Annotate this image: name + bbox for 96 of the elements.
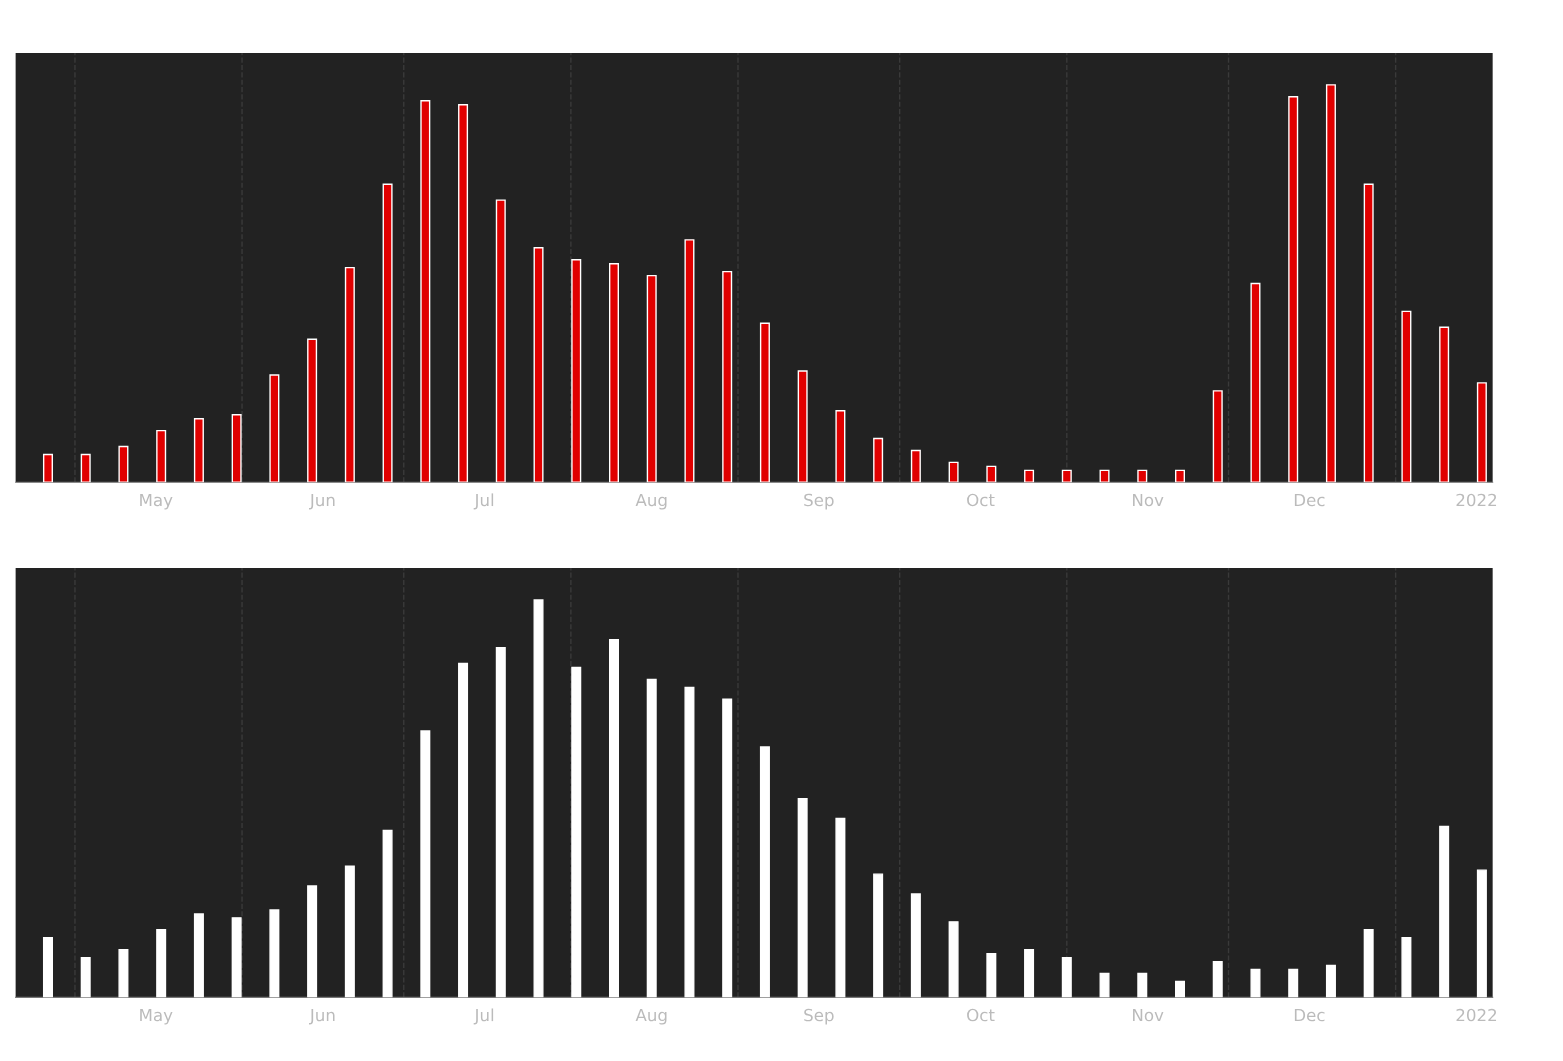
bar	[193, 913, 204, 998]
bar	[1024, 948, 1035, 998]
bar	[722, 698, 733, 998]
bar	[1250, 968, 1261, 998]
bar	[80, 453, 91, 483]
bar	[1288, 968, 1299, 998]
bar	[1363, 929, 1374, 998]
bar	[458, 104, 469, 483]
bar	[269, 909, 280, 998]
bar	[797, 370, 808, 483]
bar	[495, 646, 506, 998]
x-tick-label: Oct	[967, 1008, 995, 1022]
bar	[231, 917, 242, 998]
bar	[420, 730, 431, 998]
bar	[986, 952, 997, 998]
bar	[1212, 960, 1223, 998]
bar	[608, 638, 619, 998]
bar	[1476, 869, 1487, 998]
bar	[1061, 469, 1072, 483]
bar	[722, 270, 733, 483]
bar	[533, 599, 544, 998]
bar	[1175, 980, 1186, 998]
bar	[684, 239, 695, 483]
x-tick-label: May	[140, 1008, 173, 1025]
x-tick-label: Jun	[309, 493, 335, 510]
bar	[1401, 937, 1412, 998]
bar	[986, 465, 997, 483]
bar	[1212, 390, 1223, 483]
bar	[571, 666, 582, 998]
bar	[1325, 84, 1336, 483]
bar	[80, 956, 91, 998]
bar	[835, 410, 846, 483]
x-tick-label: Sep	[804, 1008, 834, 1025]
bar	[231, 414, 242, 483]
bar	[1250, 282, 1261, 483]
bar	[533, 247, 544, 483]
bar	[42, 453, 53, 483]
bar	[759, 746, 770, 998]
bar	[1439, 825, 1450, 998]
x-tick-label: Aug	[635, 493, 667, 510]
bar	[1401, 310, 1412, 483]
x-tick-label: Dec	[1294, 1008, 1325, 1022]
bar	[1439, 326, 1450, 483]
x-tick-label: May	[140, 493, 173, 510]
x-tick-label: Oct	[967, 493, 995, 507]
bar	[269, 374, 280, 483]
bar	[42, 937, 53, 998]
bar	[118, 445, 129, 483]
bar	[156, 929, 167, 998]
bar	[307, 338, 318, 483]
bar	[1024, 469, 1035, 483]
bar	[344, 865, 355, 998]
x-tick-label: Sep	[804, 493, 834, 510]
bar	[835, 817, 846, 998]
bar	[608, 262, 619, 483]
bar	[948, 921, 959, 998]
bar	[458, 662, 469, 998]
bar	[118, 948, 129, 998]
bar	[646, 274, 657, 483]
bar	[797, 797, 808, 998]
bar	[948, 461, 959, 483]
bar	[1325, 964, 1336, 998]
bar	[1175, 469, 1186, 483]
bar	[1099, 469, 1110, 483]
bar	[1137, 972, 1148, 998]
bar	[1476, 382, 1487, 483]
bar	[1363, 183, 1374, 483]
bar	[910, 893, 921, 998]
bar	[684, 686, 695, 998]
x-tick-label: Dec	[1294, 493, 1325, 507]
bar	[1288, 96, 1299, 483]
bar	[344, 266, 355, 483]
bar	[382, 829, 393, 998]
x-tick-label: Nov	[1133, 493, 1164, 507]
bar	[307, 885, 318, 998]
x-tick-label: 2022	[1456, 1008, 1497, 1022]
bar	[1137, 469, 1148, 483]
bar	[910, 449, 921, 483]
x-tick-label: Aug	[635, 1008, 667, 1025]
bar	[156, 429, 167, 483]
bar	[873, 873, 884, 998]
x-tick-label: Jul	[473, 493, 494, 510]
bar	[571, 259, 582, 483]
bar	[193, 417, 204, 483]
bar	[759, 322, 770, 483]
bar	[382, 183, 393, 483]
bar	[1061, 956, 1072, 998]
x-tick-label: Nov	[1133, 1008, 1164, 1022]
bar	[646, 678, 657, 998]
bar	[873, 437, 884, 483]
bar	[495, 199, 506, 483]
x-tick-label: 2022	[1456, 493, 1497, 507]
bar	[1099, 972, 1110, 998]
x-tick-label: Jun	[309, 1008, 335, 1025]
bar	[420, 100, 431, 483]
x-tick-label: Jul	[473, 1008, 494, 1025]
